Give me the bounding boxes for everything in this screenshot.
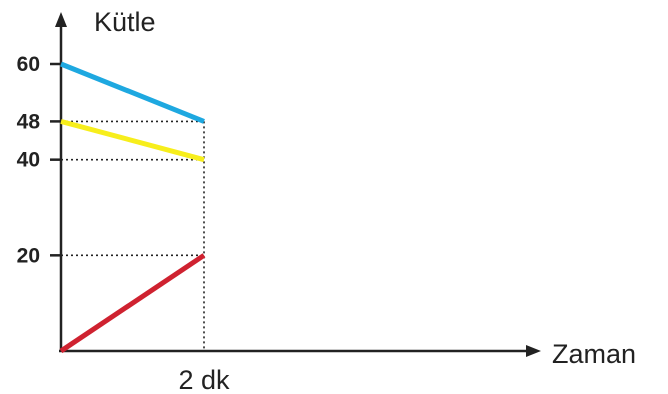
y-tick-label-40: 40: [17, 149, 40, 172]
y-tick-label-20: 20: [17, 244, 40, 267]
series-line-3: [59, 253, 206, 354]
y-axis-arrow-icon: [55, 12, 67, 27]
series-line-1: [60, 61, 205, 124]
series-line-2: [60, 118, 205, 163]
x-tick-label: 2 dk: [178, 365, 230, 394]
series-lines: [59, 61, 206, 354]
x-axis-arrow-icon: [526, 345, 541, 357]
guide-lines: [61, 120, 205, 351]
axis-ticks: 20 40 48 60 2 dk: [17, 53, 230, 394]
y-tick-label-48: 48: [17, 110, 41, 133]
y-tick-label-60: 60: [17, 53, 40, 76]
y-axis-title: Kütle: [94, 7, 156, 37]
x-axis-title: Zaman: [552, 339, 636, 369]
